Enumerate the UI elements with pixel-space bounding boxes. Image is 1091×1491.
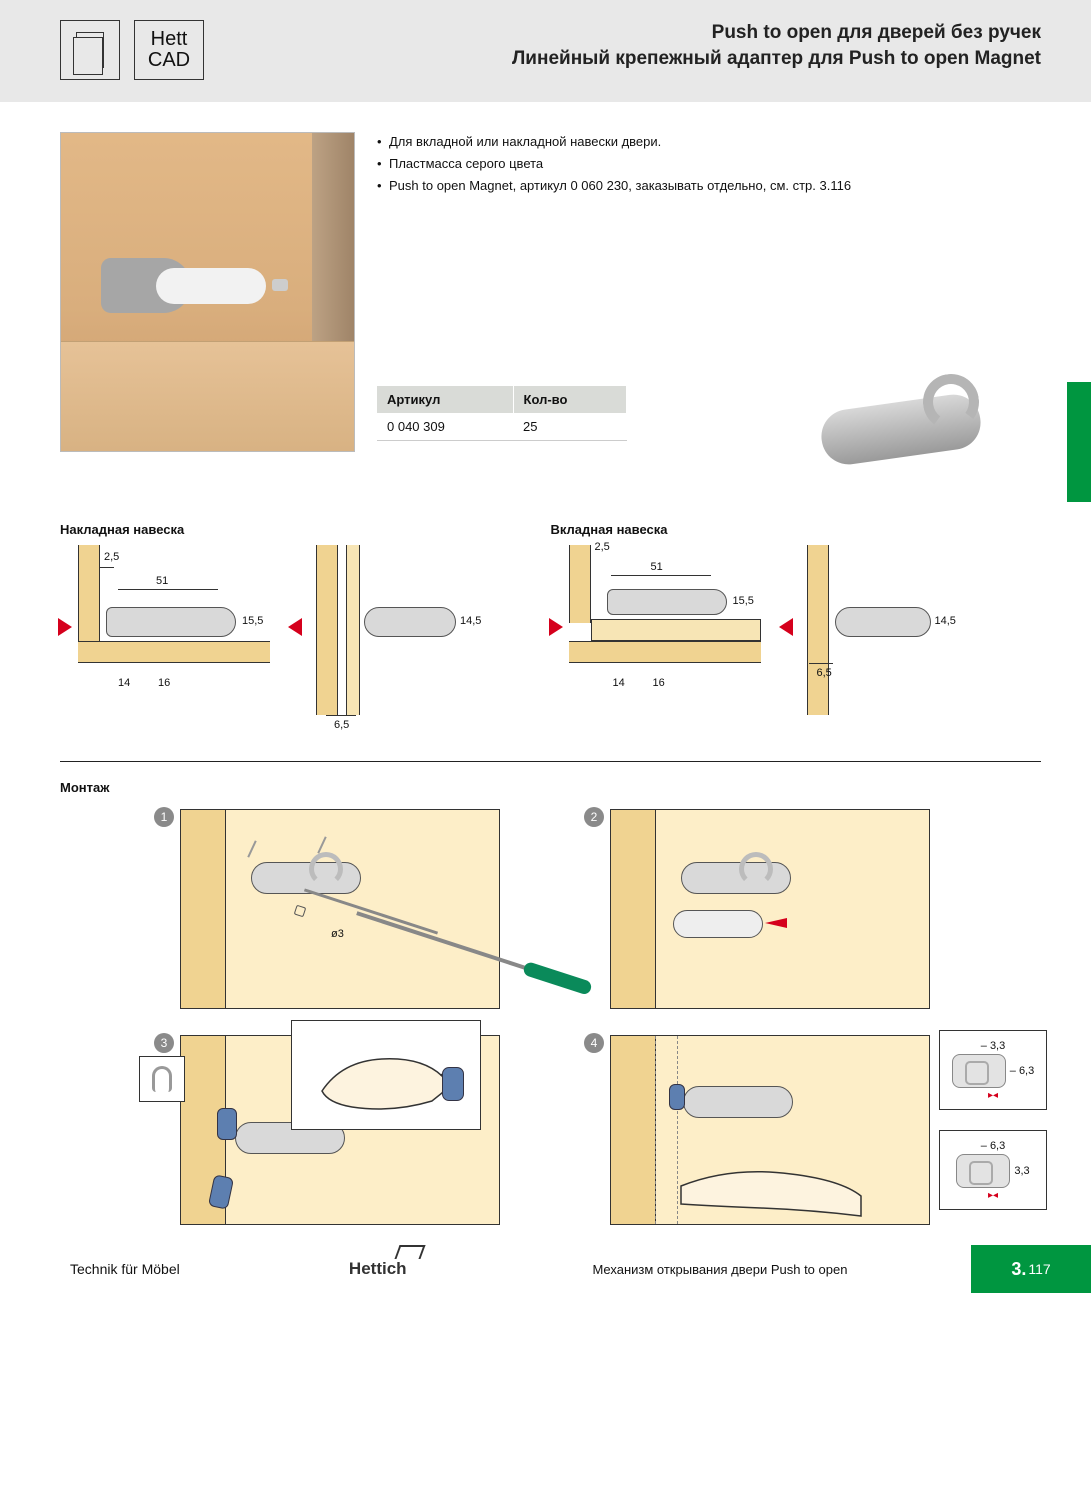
spec-table: Артикул Кол-во 0 040 309 25 (377, 386, 627, 441)
step-number-icon: 4 (584, 1033, 604, 1053)
dim-label: 2,5 (595, 541, 610, 553)
table-header-article: Артикул (377, 386, 513, 413)
dim-label: 16 (653, 677, 665, 689)
dim-label: 14,5 (460, 615, 481, 627)
section-color-tab (1067, 382, 1091, 502)
product-photo (60, 132, 355, 452)
header-bar: Hett CAD Push to open для дверей без руч… (0, 0, 1091, 102)
brand-logo: Hettich (349, 1259, 469, 1279)
step-number-icon: 2 (584, 807, 604, 827)
page-number-badge: 3.117 (971, 1245, 1091, 1293)
page-title-1: Push to open для дверей без ручек (512, 20, 1041, 46)
montage-step: 3 (180, 1035, 500, 1225)
adjustment-detail: – 6,3 3,3 ▸◂ (939, 1130, 1047, 1210)
bullet-item: Push to open Magnet, артикул 0 060 230, … (377, 176, 1041, 196)
hettcad-label: Hett CAD (148, 29, 190, 71)
page-footer: Technik für Möbel Hettich Механизм откры… (0, 1245, 1091, 1293)
table-cell-article: 0 040 309 (377, 413, 513, 441)
dim-label: 15,5 (242, 615, 263, 627)
product-render-3d (821, 362, 991, 482)
page-number: 117 (1028, 1261, 1050, 1277)
montage-step: 1 ø3 (180, 809, 500, 1009)
document-icon (60, 20, 120, 80)
adj-label: 3,3 (1014, 1165, 1029, 1177)
dim-label: 14 (613, 677, 625, 689)
section-number: 3. (1011, 1259, 1026, 1280)
table-cell-qty: 25 (513, 413, 626, 441)
diagram-title-inset: Вкладная навеска (551, 522, 1042, 545)
hettcad-badge: Hett CAD (134, 20, 204, 80)
finger-icon (671, 1146, 871, 1236)
step-number-icon: 3 (154, 1033, 174, 1053)
bullet-item: Для вкладной или накладной навески двери… (377, 132, 1041, 152)
page-title-2: Линейный крепежный адаптер для Push to o… (512, 46, 1041, 72)
adj-label: – 6,3 (1010, 1065, 1034, 1077)
dim-label: 6,5 (334, 719, 349, 731)
dim-label: 51 (156, 575, 168, 587)
dim-label: 16 (158, 677, 170, 689)
montage-step: 2 (610, 809, 930, 1009)
dim-label: 6,5 (817, 667, 832, 679)
feature-bullets: Для вкладной или накладной навески двери… (377, 132, 1041, 196)
dim-label: 14 (118, 677, 130, 689)
adjustment-detail: – 3,3 – 6,3 ▸◂ (939, 1030, 1047, 1110)
diagram-title-overlay: Накладная навеска (60, 522, 551, 545)
step-number-icon: 1 (154, 807, 174, 827)
footer-section-name: Механизм открывания двери Push to open (469, 1262, 971, 1277)
section-divider (60, 761, 1041, 762)
table-header-qty: Кол-во (513, 386, 626, 413)
dim-label: 2,5 (104, 551, 119, 563)
bullet-item: Пластмасса серого цвета (377, 154, 1041, 174)
dim-label: 15,5 (733, 595, 754, 607)
dim-label: 14,5 (935, 615, 956, 627)
adj-label: – 3,3 (981, 1040, 1005, 1052)
montage-heading: Монтаж (60, 780, 1041, 795)
footer-slogan: Technik für Möbel (0, 1261, 349, 1277)
screw-dia-label: ø3 (331, 928, 344, 940)
dim-label: 51 (651, 561, 663, 573)
adj-label: – 6,3 (981, 1140, 1005, 1152)
montage-step: 4 – 3,3 (610, 1035, 930, 1225)
